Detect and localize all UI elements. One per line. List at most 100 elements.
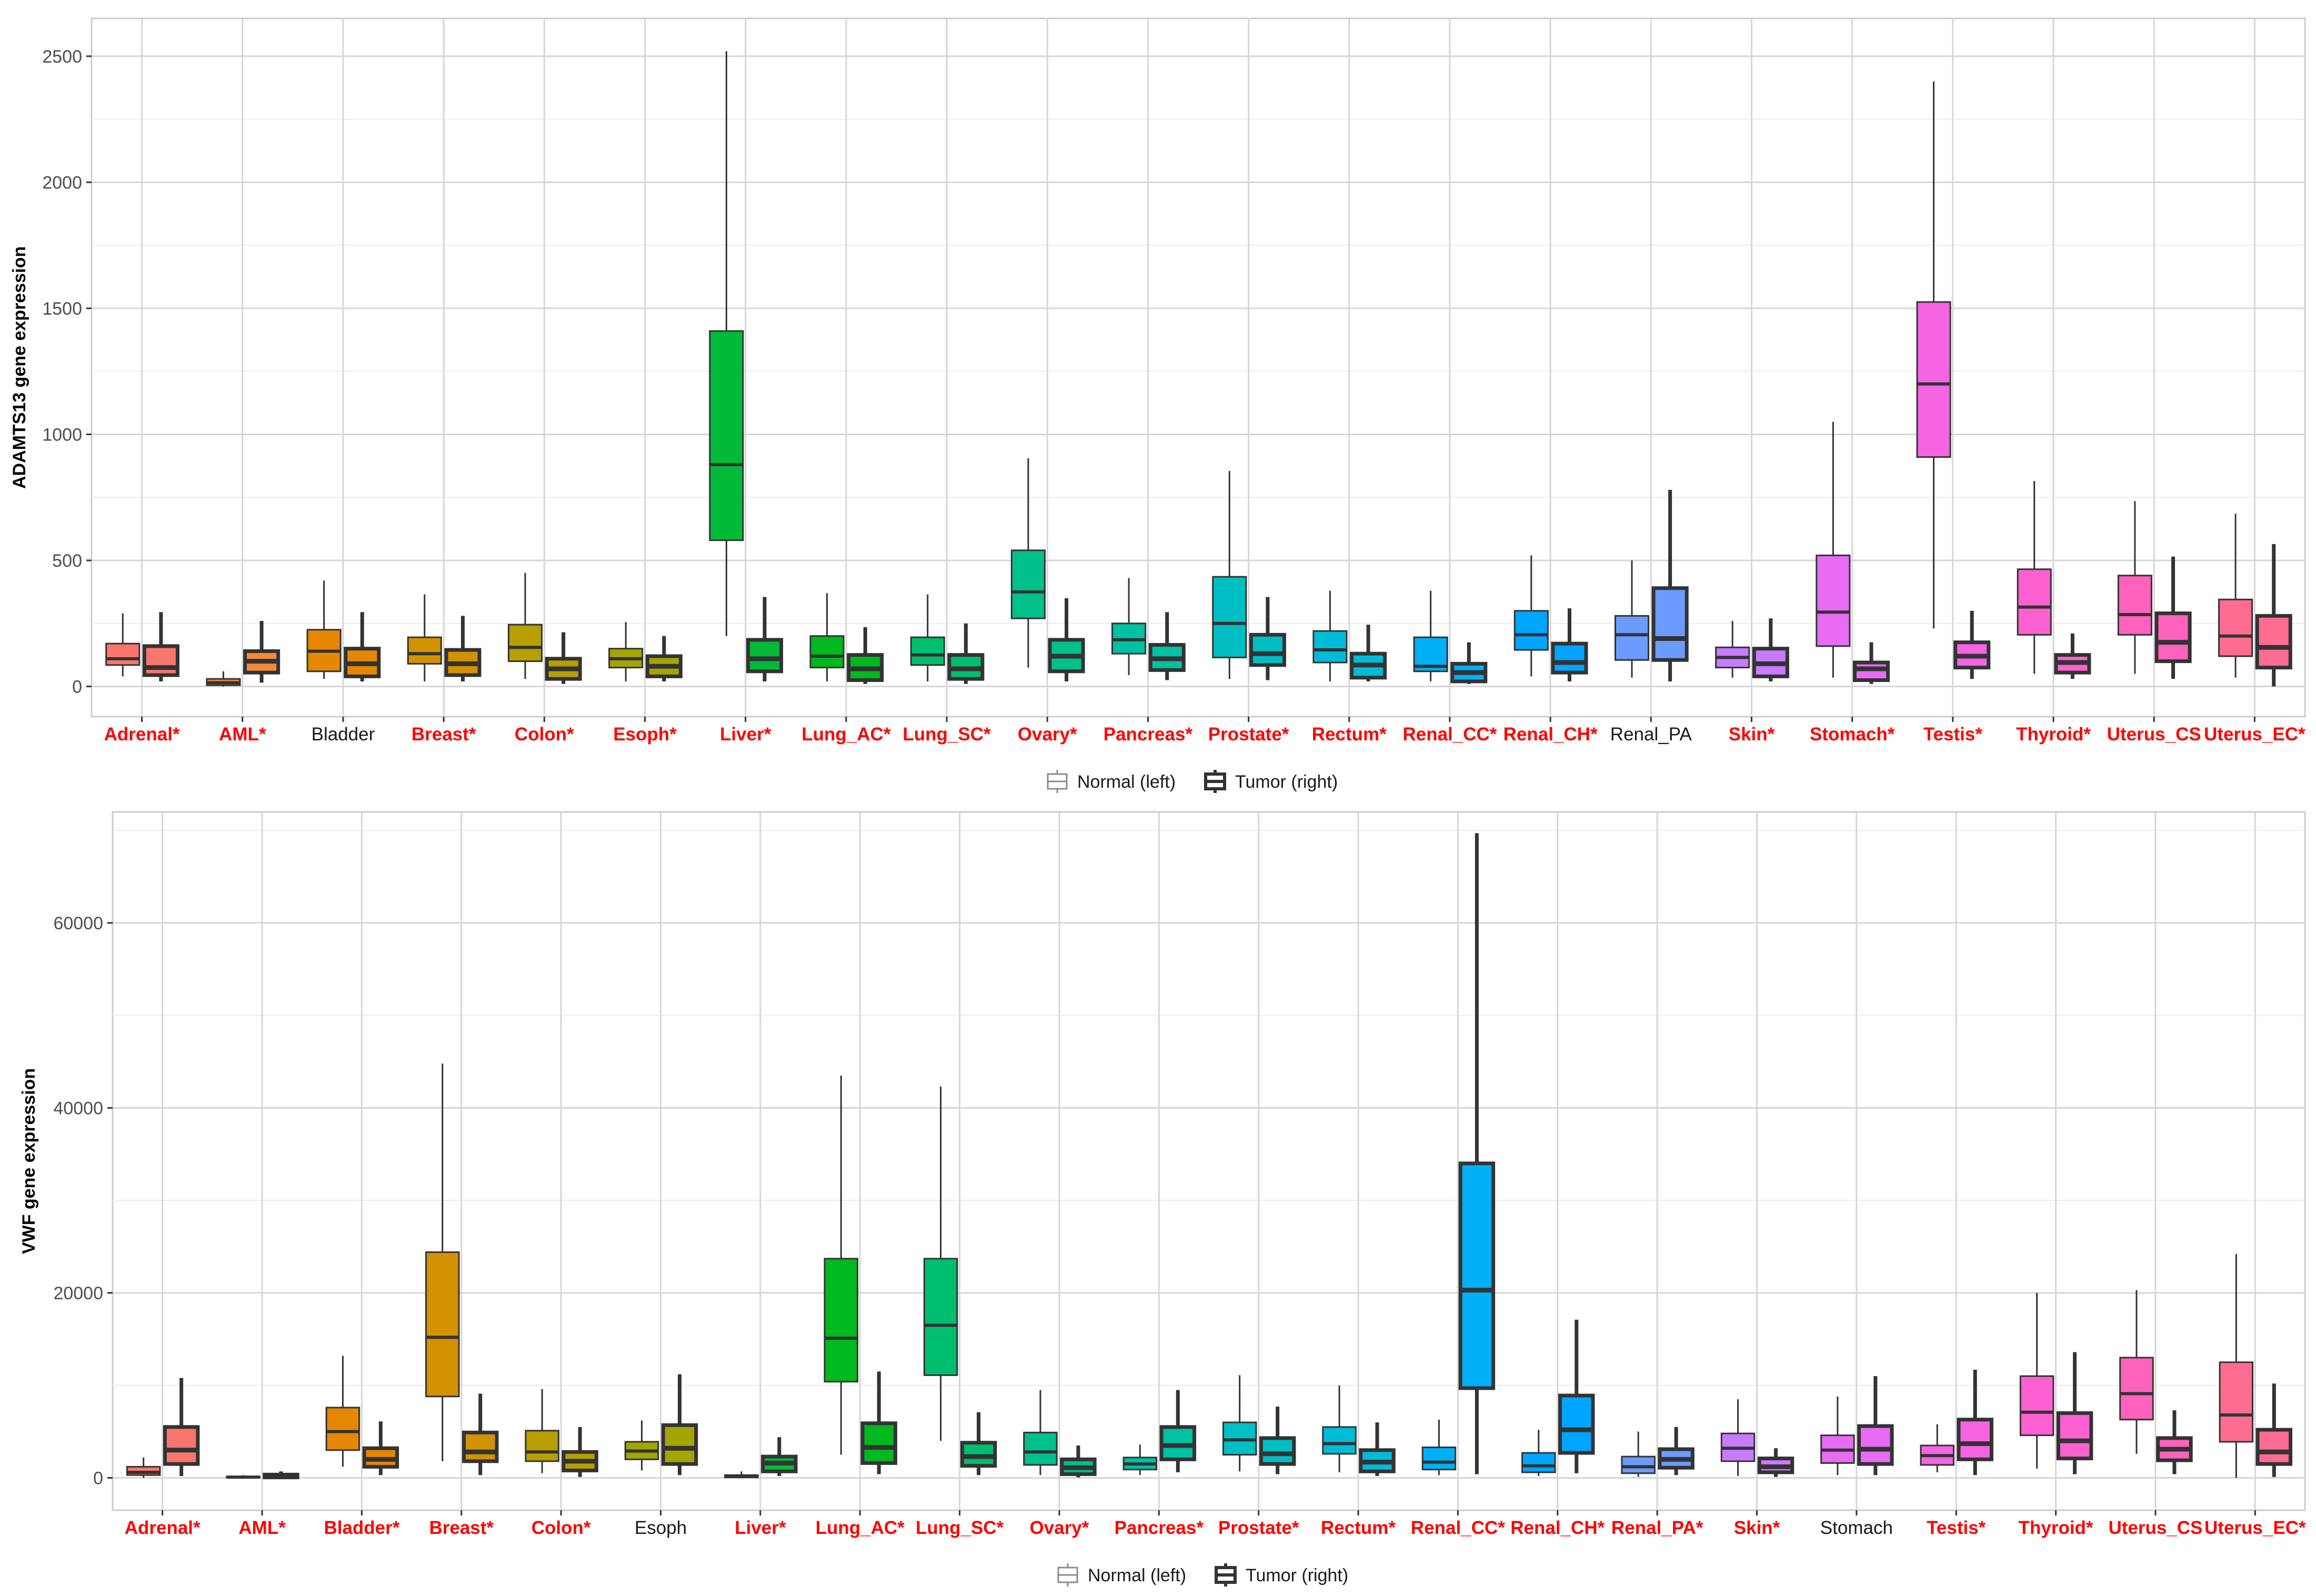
normal-box	[1312, 590, 1348, 681]
normal-box	[2017, 481, 2052, 674]
tumor-box	[545, 632, 582, 684]
x-tick-label: Renal_CC*	[1411, 1518, 1505, 1538]
tumor-box	[1159, 1390, 1197, 1472]
x-tick-label: Ovary*	[1018, 724, 1077, 745]
iqr-box	[2255, 614, 2292, 670]
x-tick-label: Colon*	[515, 724, 574, 745]
iqr-box	[462, 1430, 499, 1463]
adamts13-panel: 0 500 1000 1500 2000 2500 ADAMTS13 gene expres…	[9, 17, 2306, 793]
tumor-box	[1148, 612, 1186, 680]
x-tick-label: AML*	[238, 1518, 286, 1538]
x-tick-label: Pancreas*	[1104, 724, 1193, 745]
normal-box	[1122, 1444, 1158, 1475]
tumor-box	[1249, 597, 1286, 680]
tumor-box	[1060, 1445, 1097, 1478]
iqr-box	[507, 624, 543, 663]
iqr-box	[2117, 575, 2152, 636]
y-tick-label: 1000	[42, 425, 82, 445]
x-tick-label: Testis*	[1923, 724, 1983, 745]
y-tick-label: 40000	[53, 1098, 103, 1118]
legend-key	[1215, 1563, 1237, 1587]
iqr-box	[1558, 1393, 1595, 1455]
x-tick-label: Uterus_EC*	[2204, 1518, 2306, 1538]
iqr-box	[2056, 1411, 2093, 1461]
iqr-box	[142, 644, 179, 677]
x-tick-label: Stomach	[1820, 1518, 1893, 1538]
normal-box	[2219, 1254, 2254, 1478]
tumor-box	[1551, 608, 1588, 681]
iqr-box	[2154, 611, 2192, 664]
iqr-box	[1916, 301, 1951, 458]
x-tick-label: Thyroid*	[2016, 724, 2091, 745]
iqr-box	[163, 1425, 200, 1466]
iqr-box	[1852, 660, 1890, 682]
iqr-box	[2255, 1428, 2293, 1466]
iqr-box	[1513, 610, 1549, 651]
y-tick-label: 0	[72, 677, 82, 697]
plot-panel	[112, 811, 2306, 1511]
normal-box	[724, 1471, 759, 1479]
tumor-box	[263, 1471, 299, 1480]
normal-box	[2218, 514, 2253, 678]
tumor-box	[960, 1412, 997, 1475]
normal-box	[206, 671, 241, 687]
normal-box	[809, 593, 845, 681]
tumor-box	[2255, 544, 2292, 687]
tumor-box	[362, 1421, 399, 1475]
x-tick-label: Renal_PA*	[1611, 1518, 1703, 1538]
iqr-box	[1651, 586, 1689, 662]
legend: Normal (left) Tumor (right)	[1047, 770, 1338, 793]
normal-box	[1212, 470, 1247, 679]
x-tick-label: Renal_PA	[1610, 724, 1692, 745]
iqr-box	[1816, 554, 1851, 647]
normal-box	[1322, 1385, 1357, 1472]
normal-box	[126, 1457, 161, 1478]
normal-box	[507, 573, 543, 679]
normal-box	[1010, 458, 1046, 668]
x-tick-label: Lung_AC*	[801, 724, 891, 745]
x-tick-label: Stomach*	[1810, 724, 1895, 745]
normal-box	[1421, 1419, 1457, 1475]
iqr-box	[1521, 1452, 1556, 1473]
iqr-box	[525, 1430, 559, 1462]
normal-box	[2119, 1290, 2154, 1454]
tumor-box	[163, 1378, 200, 1476]
iqr-box	[1621, 1456, 1656, 1474]
iqr-box	[661, 1423, 698, 1466]
iqr-box	[425, 1251, 460, 1398]
tumor-box	[1658, 1427, 1695, 1475]
x-tick-label: Skin*	[1734, 1518, 1780, 1538]
normal-box	[525, 1389, 559, 1473]
normal-box	[1820, 1396, 1855, 1475]
x-tick-label: Adrenal*	[104, 724, 180, 745]
iqr-box	[2218, 598, 2253, 657]
iqr-box	[1614, 615, 1650, 661]
y-tick-label: 500	[52, 551, 82, 571]
iqr-box	[1312, 630, 1348, 664]
tumor-box	[1259, 1407, 1296, 1474]
x-tick-label: Breast*	[412, 724, 476, 745]
iqr-box	[1259, 1436, 1296, 1466]
iqr-box	[1957, 1418, 1993, 1461]
normal-box	[1513, 555, 1549, 677]
tumor-box	[142, 612, 179, 681]
tumor-box	[1558, 1319, 1595, 1473]
tumor-box	[1350, 625, 1387, 681]
normal-box	[1413, 590, 1448, 681]
tumor-box	[462, 1393, 499, 1475]
normal-box	[910, 594, 945, 681]
tumor-box	[1852, 642, 1890, 684]
normal-box	[1521, 1430, 1556, 1476]
y-tick-label: 60000	[53, 914, 103, 933]
legend-label: Tumor (right)	[1235, 772, 1338, 792]
iqr-box	[824, 1258, 858, 1383]
legend-key	[1057, 1563, 1078, 1587]
x-tick-label: AML*	[219, 724, 266, 745]
x-tick-label: Liver*	[735, 1518, 786, 1538]
x-tick-label: Colon*	[532, 1518, 591, 1538]
iqr-box	[1421, 1446, 1457, 1471]
tumor-box	[444, 616, 482, 681]
y-tick-label: 2000	[42, 173, 82, 193]
y-tick-label: 1500	[42, 299, 82, 319]
